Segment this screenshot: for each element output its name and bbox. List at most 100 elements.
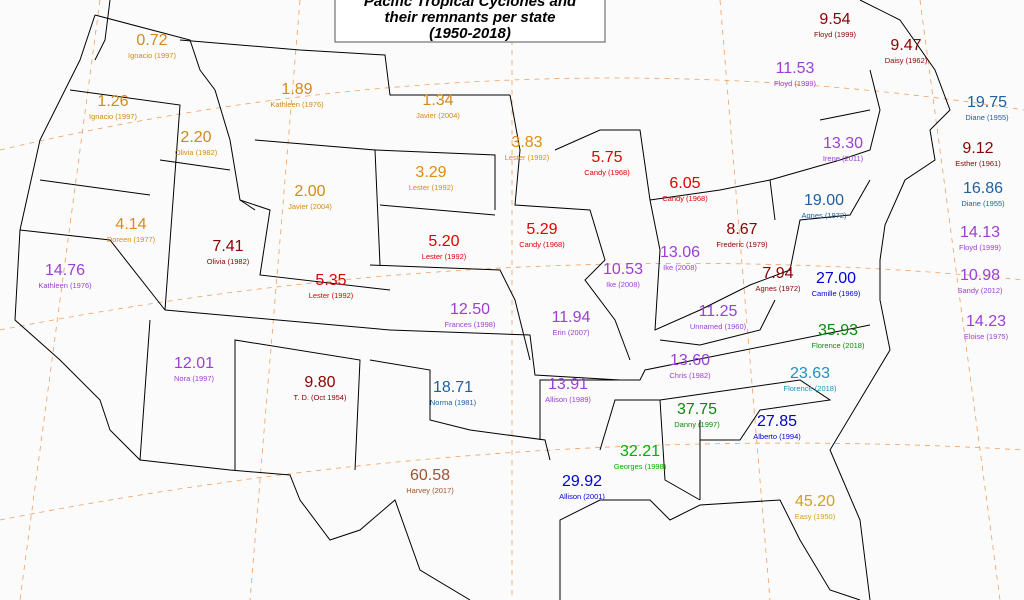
rainfall-value: 19.75: [967, 94, 1007, 111]
title-line: Pacific Tropical Cyclones and: [364, 0, 577, 10]
rainfall-value: 10.98: [960, 267, 1000, 284]
storm-name: Floyd (1999): [774, 79, 817, 88]
rainfall-value: 5.35: [315, 272, 346, 289]
rainfall-value: 14.13: [960, 224, 1000, 241]
rainfall-value: 1.26: [97, 93, 128, 110]
storm-name: Doreen (1977): [107, 235, 156, 244]
storm-name: Floyd (1999): [814, 30, 857, 39]
storm-name: Olivia (1982): [175, 148, 218, 157]
rainfall-value: 2.20: [180, 129, 211, 146]
rainfall-value: 9.12: [962, 140, 993, 157]
rainfall-value: 14.76: [45, 262, 85, 279]
rainfall-value: 11.53: [776, 60, 815, 77]
rainfall-value: 18.71: [433, 379, 473, 396]
storm-name: Frederic (1979): [716, 240, 768, 249]
rainfall-value: 27.00: [816, 270, 856, 287]
storm-name: Allison (2001): [559, 492, 605, 501]
rainfall-value: 3.83: [511, 134, 542, 151]
rainfall-value: 45.20: [795, 493, 835, 510]
rainfall-value: 6.05: [669, 175, 700, 192]
title-frame: [334, 0, 606, 43]
rainfall-value: 5.75: [591, 149, 622, 166]
storm-name: T. D. (Oct 1954): [294, 393, 347, 402]
storm-name: Javier (2004): [416, 111, 460, 120]
storm-name: Agnes (1972): [755, 284, 801, 293]
storm-name: Kathleen (1976): [270, 100, 324, 109]
rainfall-value: 9.80: [304, 374, 335, 391]
storm-name: Javier (2004): [288, 202, 332, 211]
storm-name: Lester (1992): [422, 252, 467, 261]
storm-name: Frances (1998): [445, 320, 496, 329]
storm-name: Diane (1955): [961, 199, 1005, 208]
storm-name: Ignacio (1997): [128, 51, 176, 60]
rainfall-value: 3.29: [415, 164, 446, 181]
rainfall-value: 2.00: [294, 183, 325, 200]
storm-name: Chris (1982): [669, 371, 711, 380]
rainfall-value: 35.93: [818, 322, 858, 339]
storm-name: Candy (1968): [519, 240, 565, 249]
storm-name: Alberto (1994): [753, 432, 801, 441]
storm-name: Candy (1968): [662, 194, 708, 203]
rainfall-value: 60.58: [410, 467, 450, 484]
rainfall-value: 12.01: [174, 355, 214, 372]
rainfall-value: 23.63: [790, 365, 830, 382]
rainfall-value: 19.00: [804, 192, 844, 209]
storm-name: Allison (1989): [545, 395, 591, 404]
rainfall-value: 9.54: [819, 11, 850, 28]
storm-name: Lester (1992): [505, 153, 550, 162]
storm-name: Norma (1981): [430, 398, 477, 407]
state-labels: 0.72 Ignacio (1997) 1.26 Ignacio (1997) 1.89…: [38, 11, 1009, 521]
storm-name: Georges (1998): [614, 462, 667, 471]
rainfall-value: 8.67: [726, 221, 757, 238]
title-box: Pacific Tropical Cyclones and their remn…: [334, 0, 606, 43]
storm-name: Floyd (1999): [959, 243, 1002, 252]
rainfall-value: 13.30: [823, 135, 863, 152]
storm-name: Unnamed (1960): [690, 322, 747, 331]
storm-name: Diane (1955): [965, 113, 1009, 122]
storm-name: Irene (2011): [823, 154, 864, 163]
storm-name: Ignacio (1997): [89, 112, 137, 121]
storm-name: Ike (2008): [606, 280, 640, 289]
storm-name: Daisy (1962): [885, 56, 928, 65]
rainfall-value: 1.89: [281, 81, 312, 98]
rainfall-value: 7.94: [762, 265, 793, 282]
storm-name: Eloise (1975): [964, 332, 1009, 341]
rainfall-value: 5.29: [526, 221, 557, 238]
storm-name: Florence (2018): [784, 384, 837, 393]
storm-name: Camille (1969): [812, 289, 861, 298]
title-line: their remnants per state: [385, 9, 556, 26]
state-borders: [14, 0, 951, 600]
rainfall-value: 16.86: [963, 180, 1003, 197]
rainfall-value: 5.20: [428, 233, 459, 250]
rainfall-value: 12.50: [450, 301, 490, 318]
rainfall-value: 27.85: [757, 413, 797, 430]
storm-name: Kathleen (1976): [38, 281, 92, 290]
storm-name: Ike (2008): [663, 263, 697, 272]
storm-name: Florence (2018): [812, 341, 865, 350]
storm-name: Harvey (2017): [406, 486, 454, 495]
rainfall-value: 9.47: [890, 37, 921, 54]
rainfall-value: 1.34: [422, 92, 453, 109]
rainfall-value: 13.60: [670, 352, 710, 369]
storm-name: Erin (2007): [552, 328, 590, 337]
storm-name: Candy (1968): [584, 168, 630, 177]
storm-name: Esther (1961): [955, 159, 1001, 168]
rainfall-value: 37.75: [677, 401, 717, 418]
rainfall-value: 32.21: [620, 443, 660, 460]
rainfall-value: 13.06: [660, 244, 700, 261]
storm-name: Danny (1997): [674, 420, 720, 429]
storm-name: Easy (1950): [795, 512, 836, 521]
rainfall-value: 10.53: [603, 261, 643, 278]
storm-name: Nora (1997): [174, 374, 215, 383]
storm-name: Lester (1992): [409, 183, 454, 192]
rainfall-value: 11.25: [699, 303, 738, 320]
rainfall-value: 7.41: [212, 238, 243, 255]
rainfall-value: 14.23: [966, 313, 1006, 330]
rainfall-value: 11.94: [552, 309, 591, 326]
rainfall-value: 4.14: [115, 216, 146, 233]
title-line: (1950-2018): [429, 25, 511, 42]
storm-name: Sandy (2012): [957, 286, 1003, 295]
rainfall-value: 0.72: [136, 32, 167, 49]
